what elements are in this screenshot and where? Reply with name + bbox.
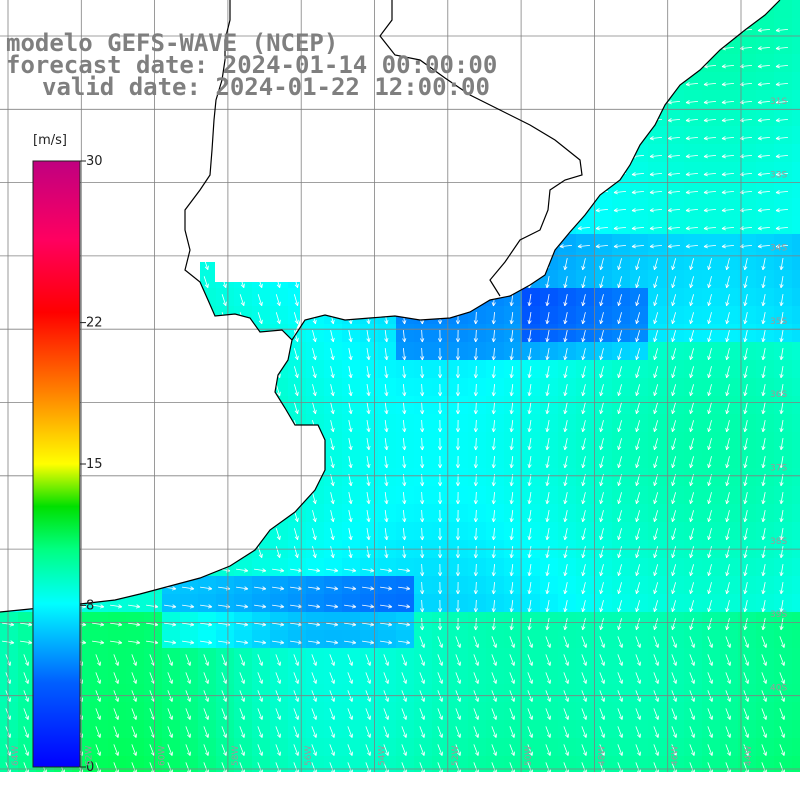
coastline-river-plate-north — [291, 0, 781, 341]
longitude-label: 60W — [158, 746, 168, 766]
colorbar-ticks: 30 22 15 8 0 — [80, 154, 103, 775]
latitude-label: 31S — [770, 97, 787, 107]
latitude-label: 39S — [770, 610, 787, 620]
colorbar-tick-label: 30 — [86, 154, 103, 169]
latitude-label: 40S — [770, 683, 787, 693]
colorbar-unit: [m/s] — [33, 133, 67, 148]
latitude-label: 38S — [770, 537, 787, 547]
colorbar-tick-label: 0 — [86, 760, 94, 775]
longitude-label: 50W — [524, 746, 534, 766]
valid-date: valid date: 2024-01-22 12:00:00 — [42, 73, 490, 101]
longitude-label: 52W — [451, 746, 461, 766]
latitude-label: 36S — [770, 390, 787, 400]
longitude-label: 64W — [11, 746, 21, 766]
latitude-label: 34S — [770, 244, 787, 254]
colorbar-tick-label: 15 — [86, 457, 103, 472]
axis-labels: 64W 62W 60W 58W 56W 54W 52W 50W 48W 46W 44W 31S 33S 3… — [11, 97, 787, 766]
latitude-label: 35S — [770, 317, 787, 327]
coastline-south-america — [0, 0, 326, 613]
colorbar-gradient — [32, 160, 81, 768]
latitude-label: 37S — [770, 464, 787, 474]
longitude-label: 54W — [378, 746, 388, 766]
longitude-label: 56W — [304, 746, 314, 766]
latitude-label: 33S — [770, 170, 787, 180]
uruguay-border — [379, 0, 583, 297]
longitude-label: 48W — [597, 746, 607, 766]
longitude-label: 62W — [84, 746, 94, 766]
lat-lon-grid — [0, 0, 800, 772]
longitude-label: 58W — [231, 746, 241, 766]
model-title: modelo GEFS-WAVE (NCEP) — [6, 29, 339, 57]
colorbar — [32, 160, 81, 768]
longitude-label: 46W — [671, 746, 681, 766]
coastline — [0, 0, 781, 613]
colorbar-tick-label: 8 — [86, 598, 94, 613]
longitude-label: 44W — [744, 746, 754, 766]
colorbar-tick-label: 22 — [86, 316, 103, 331]
forecast-date: forecast date: 2024-01-14 00:00:00 — [6, 51, 498, 79]
